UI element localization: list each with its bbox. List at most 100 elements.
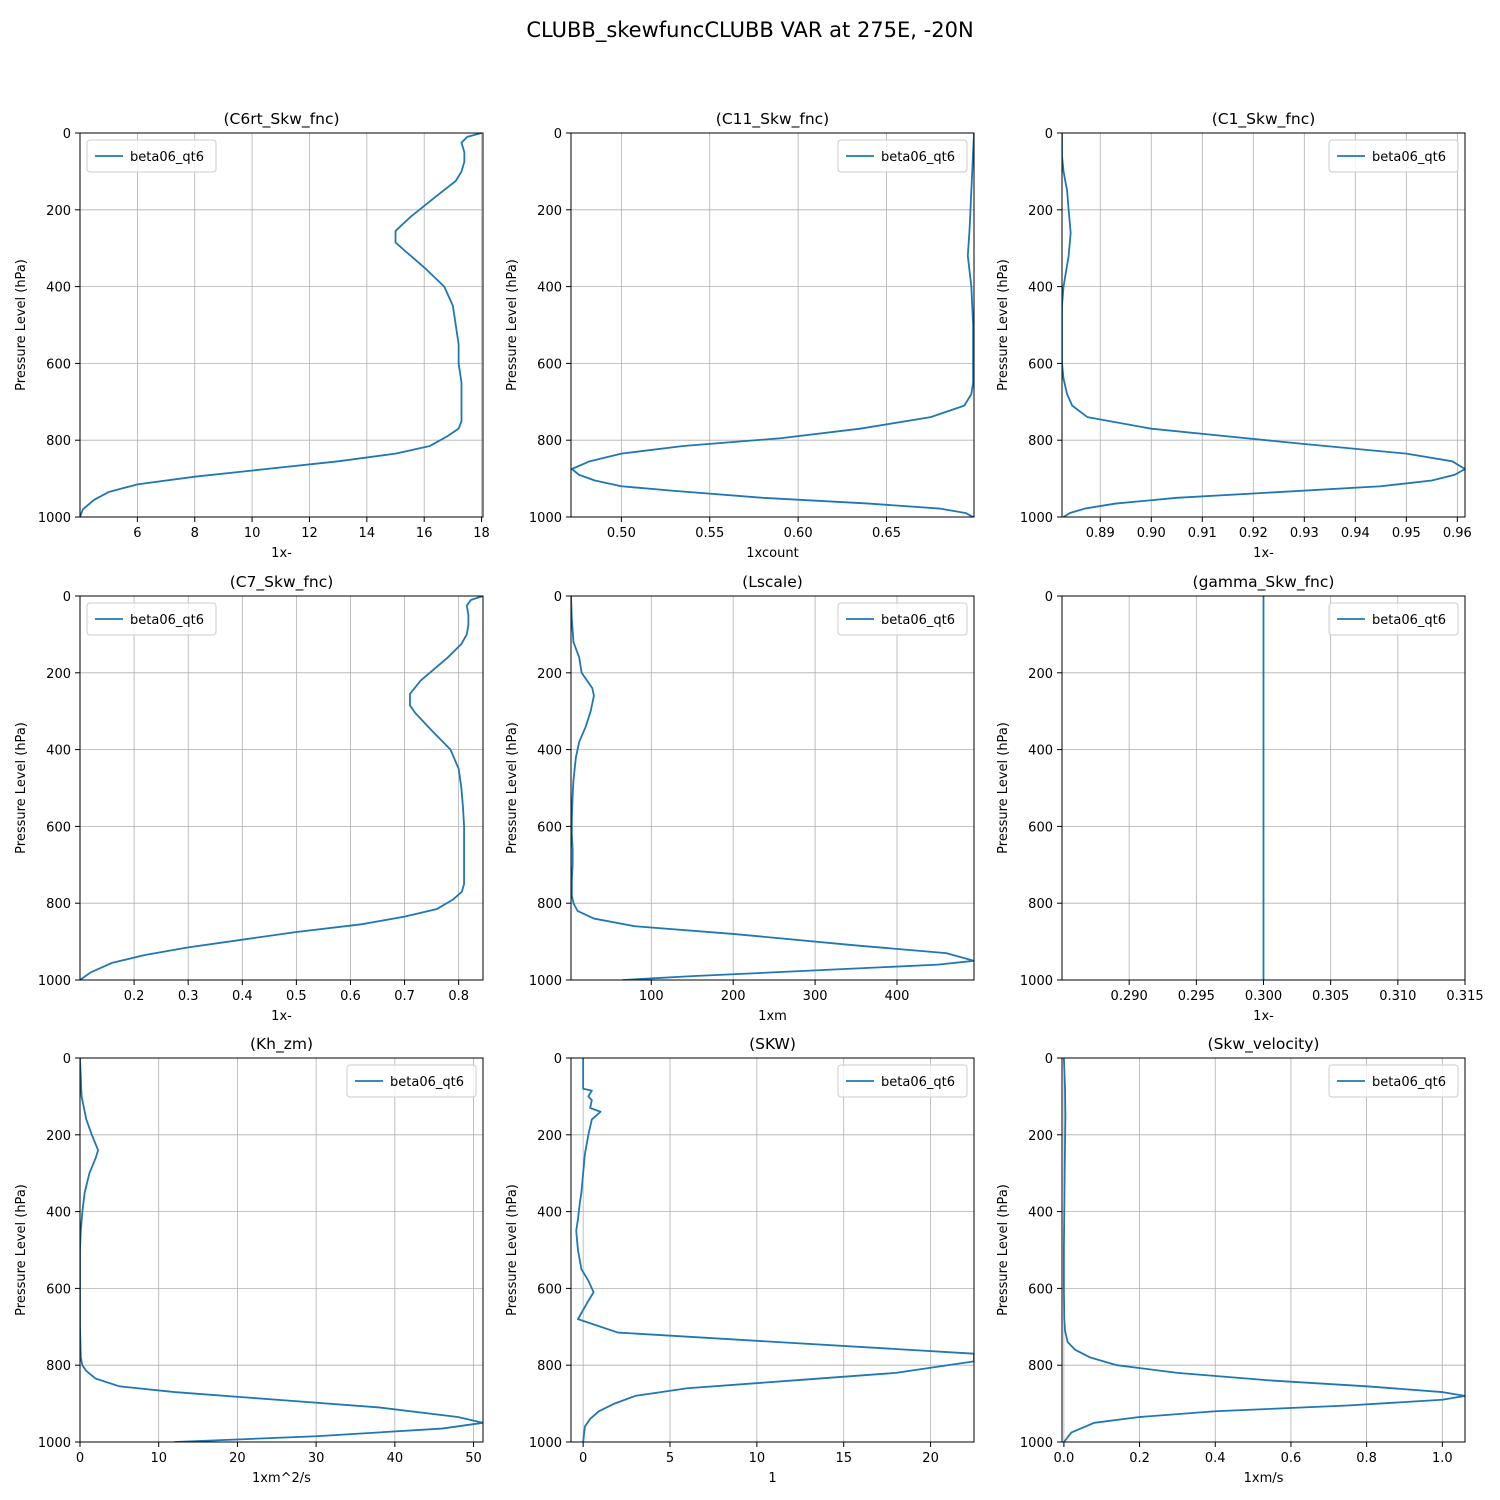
axes-frame bbox=[1061, 1057, 1466, 1443]
y-tick-label: 400 bbox=[1028, 281, 1053, 296]
y-axis-label: Pressure Level (hPa) bbox=[505, 722, 520, 854]
y-tick-label: 1000 bbox=[1020, 974, 1053, 989]
subplot-title: (C1_Skw_fnc) bbox=[1212, 110, 1316, 129]
series-line-beta06_qt6 bbox=[80, 133, 482, 517]
legend: beta06_qt6 bbox=[86, 602, 217, 636]
x-tick-label: 40 bbox=[387, 1451, 404, 1466]
x-tick-label: 0.96 bbox=[1443, 526, 1472, 541]
subplot-7: 0 10 20 30 40 50 0 200 400 600 800 1000 (Kh_zm) 1xm^2… bbox=[14, 1035, 484, 1486]
y-tick-label: 0 bbox=[1045, 1052, 1053, 1067]
y-tick-label: 400 bbox=[537, 1206, 562, 1221]
legend-label: beta06_qt6 bbox=[1372, 150, 1446, 165]
y-tick-label: 200 bbox=[1028, 1129, 1053, 1144]
x-tick-label: 0.93 bbox=[1290, 526, 1319, 541]
subplot-title: (C11_Skw_fnc) bbox=[716, 110, 829, 129]
x-tick-label: 0.4 bbox=[1205, 1451, 1226, 1466]
y-tick-label: 800 bbox=[46, 1359, 71, 1374]
x-tick-label: 0.305 bbox=[1312, 989, 1349, 1004]
x-tick-label: 0.295 bbox=[1178, 989, 1215, 1004]
x-tick-label: 0.2 bbox=[124, 989, 145, 1004]
x-tick-label: 10 bbox=[749, 1451, 766, 1466]
legend: beta06_qt6 bbox=[837, 139, 968, 173]
x-axis-label: 1x- bbox=[271, 546, 292, 561]
subplot-2: 0.50 0.55 0.60 0.65 0 200 400 600 800 1000 (C11_Sk… bbox=[505, 110, 975, 561]
legend-label: beta06_qt6 bbox=[1372, 613, 1446, 628]
subplot-title: (SKW) bbox=[749, 1035, 796, 1053]
x-tick-label: 0.3 bbox=[178, 989, 199, 1004]
y-tick-label: 600 bbox=[46, 820, 71, 835]
legend-box bbox=[837, 1064, 968, 1098]
axes-frame bbox=[570, 595, 975, 981]
x-tick-label: 0.7 bbox=[394, 989, 415, 1004]
series-line-beta06_qt6 bbox=[1062, 133, 1465, 517]
x-axis-label: 1xm bbox=[758, 1009, 787, 1024]
legend-box bbox=[837, 602, 968, 636]
x-tick-label: 0.315 bbox=[1446, 989, 1483, 1004]
subplot-9: 0.0 0.2 0.4 0.6 0.8 1.0 0 200 400 600 800 1000 (Skw_… bbox=[996, 1035, 1466, 1486]
legend-box bbox=[837, 139, 968, 173]
x-tick-label: 8 bbox=[191, 526, 199, 541]
subplot-title: (C6rt_Skw_fnc) bbox=[223, 110, 339, 129]
axes-frame bbox=[1061, 132, 1466, 518]
y-tick-label: 800 bbox=[1028, 1359, 1053, 1374]
x-axis-label: 1x- bbox=[271, 1009, 292, 1024]
x-axis-label: 1x- bbox=[1253, 1009, 1274, 1024]
x-tick-label: 0 bbox=[76, 1451, 84, 1466]
x-tick-label: 1.0 bbox=[1432, 1451, 1453, 1466]
x-tick-label: 0.89 bbox=[1086, 526, 1115, 541]
y-tick-label: 400 bbox=[46, 281, 71, 296]
y-axis-label: Pressure Level (hPa) bbox=[505, 1184, 520, 1316]
series-line-beta06_qt6 bbox=[571, 133, 974, 517]
x-tick-label: 0.5 bbox=[286, 989, 307, 1004]
x-tick-label: 100 bbox=[639, 989, 664, 1004]
legend: beta06_qt6 bbox=[346, 1064, 477, 1098]
legend-label: beta06_qt6 bbox=[881, 613, 955, 628]
y-tick-label: 0 bbox=[554, 590, 562, 605]
y-tick-label: 200 bbox=[537, 1129, 562, 1144]
y-tick-label: 600 bbox=[537, 820, 562, 835]
y-tick-label: 600 bbox=[1028, 820, 1053, 835]
y-tick-label: 400 bbox=[46, 744, 71, 759]
y-tick-label: 200 bbox=[537, 204, 562, 219]
x-tick-label: 15 bbox=[835, 1451, 852, 1466]
y-tick-label: 1000 bbox=[529, 974, 562, 989]
series-line-beta06_qt6 bbox=[80, 1058, 483, 1442]
x-tick-label: 0.50 bbox=[607, 526, 636, 541]
legend-label: beta06_qt6 bbox=[130, 150, 204, 165]
y-tick-label: 800 bbox=[46, 434, 71, 449]
y-tick-label: 1000 bbox=[1020, 511, 1053, 526]
x-tick-label: 5 bbox=[666, 1451, 674, 1466]
x-tick-label: 0.2 bbox=[1129, 1451, 1150, 1466]
x-tick-label: 20 bbox=[922, 1451, 939, 1466]
x-tick-label: 0.310 bbox=[1379, 989, 1416, 1004]
y-tick-label: 0 bbox=[63, 1052, 71, 1067]
subplot-grid: 6 8 10 12 14 16 1802004006008001000(C6rt_Skw_f… bbox=[14, 110, 1484, 1486]
subplot-5: 100 200 300 400 0 200 400 600 800 1000 (Lscale) 1xm… bbox=[505, 573, 975, 1024]
y-tick-label: 0 bbox=[1045, 127, 1053, 142]
x-tick-label: 0.8 bbox=[1356, 1451, 1377, 1466]
legend-label: beta06_qt6 bbox=[390, 1075, 464, 1090]
y-tick-label: 800 bbox=[46, 897, 71, 912]
x-tick-label: 400 bbox=[885, 989, 910, 1004]
subplot-title: (gamma_Skw_fnc) bbox=[1193, 573, 1335, 592]
x-tick-label: 0.300 bbox=[1245, 989, 1282, 1004]
y-tick-label: 600 bbox=[1028, 1282, 1053, 1297]
y-tick-label: 200 bbox=[46, 667, 71, 682]
y-axis-label: Pressure Level (hPa) bbox=[14, 722, 29, 854]
legend-box bbox=[1328, 139, 1459, 173]
y-axis-label: Pressure Level (hPa) bbox=[996, 1184, 1011, 1316]
y-tick-label: 600 bbox=[1028, 357, 1053, 372]
y-tick-label: 1000 bbox=[529, 1436, 562, 1451]
y-tick-label: 600 bbox=[537, 1282, 562, 1297]
y-tick-label: 600 bbox=[537, 357, 562, 372]
x-tick-label: 12 bbox=[301, 526, 318, 541]
subplot-6: 0.290 0.295 0.300 0.305 0.310 0.315 0 200 400 600… bbox=[996, 573, 1484, 1024]
y-axis-label: Pressure Level (hPa) bbox=[996, 722, 1011, 854]
subplot-title: (Kh_zm) bbox=[250, 1035, 313, 1054]
legend: beta06_qt6 bbox=[837, 1064, 968, 1098]
x-tick-label: 0.4 bbox=[232, 989, 253, 1004]
x-axis-label: 1x- bbox=[1253, 546, 1274, 561]
y-tick-label: 600 bbox=[46, 357, 71, 372]
legend: beta06_qt6 bbox=[86, 139, 217, 173]
